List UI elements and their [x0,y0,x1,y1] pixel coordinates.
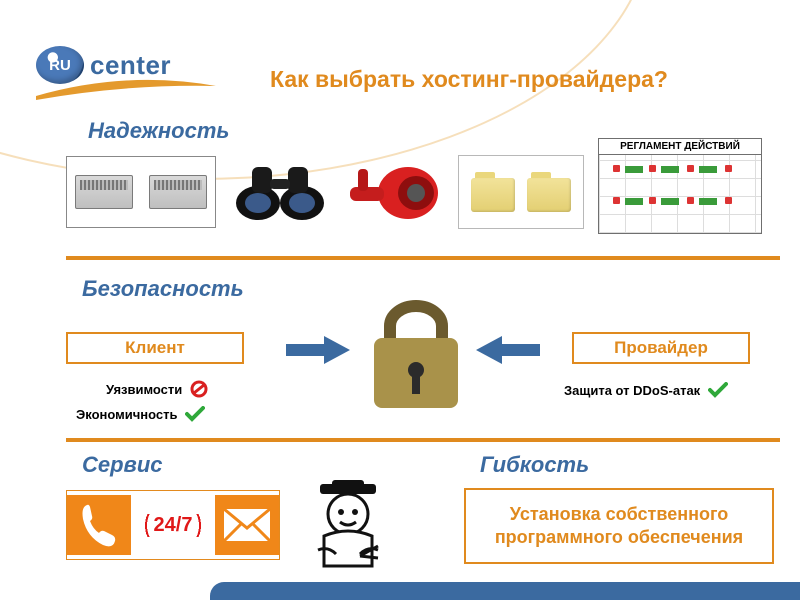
service-card: 24/7 [66,490,280,560]
security-row: Клиент Провайдер Уязвимости Экономичност… [66,316,758,426]
footer-bar [210,582,800,600]
arrow-left-icon [476,336,540,364]
flexibility-box: Установка собственного программного обес… [464,488,774,564]
heading-security: Безопасность [82,276,244,302]
check-icon [708,382,728,401]
servers-icon [66,156,216,228]
divider [66,256,780,260]
vulnerabilities-label: Уязвимости [106,380,208,401]
logo-swoosh-icon [36,78,216,102]
slide: RU center Как выбрать хостинг-провайдера… [0,0,800,600]
logo-text: center [90,50,171,81]
provider-badge: Провайдер [572,332,750,364]
phone-icon [67,495,131,555]
client-badge: Клиент [66,332,244,364]
reliability-row: РЕГЛАМЕНТ ДЕЙСТВИЙ [66,148,780,236]
folders-icon [458,155,584,229]
reglament-diagram-icon [599,155,761,233]
megaphone-icon [344,159,444,225]
divider [66,438,780,442]
heading-service: Сервис [82,452,163,478]
heading-reliability: Надежность [88,118,229,144]
check-icon [185,406,205,425]
no-sign-icon [190,380,208,401]
page-title: Как выбрать хостинг-провайдера? [270,66,668,93]
economy-text: Экономичность [76,407,178,422]
heading-flexibility: Гибкость [480,452,589,478]
arrow-right-icon [286,336,350,364]
padlock-icon [360,294,472,414]
reglament-title: РЕГЛАМЕНТ ДЕЙСТВИЙ [599,139,761,155]
economy-label: Экономичность [76,406,205,425]
ddos-label: Защита от DDoS-атак [564,382,728,401]
reglament-card: РЕГЛАМЕНТ ДЕЙСТВИЙ [598,138,762,234]
clerk-icon [300,480,396,572]
vulnerabilities-text: Уязвимости [106,382,182,397]
mail-icon [215,495,279,555]
ddos-text: Защита от DDoS-атак [564,383,700,398]
binoculars-icon [230,159,330,225]
247-badge: 24/7 [131,514,215,537]
